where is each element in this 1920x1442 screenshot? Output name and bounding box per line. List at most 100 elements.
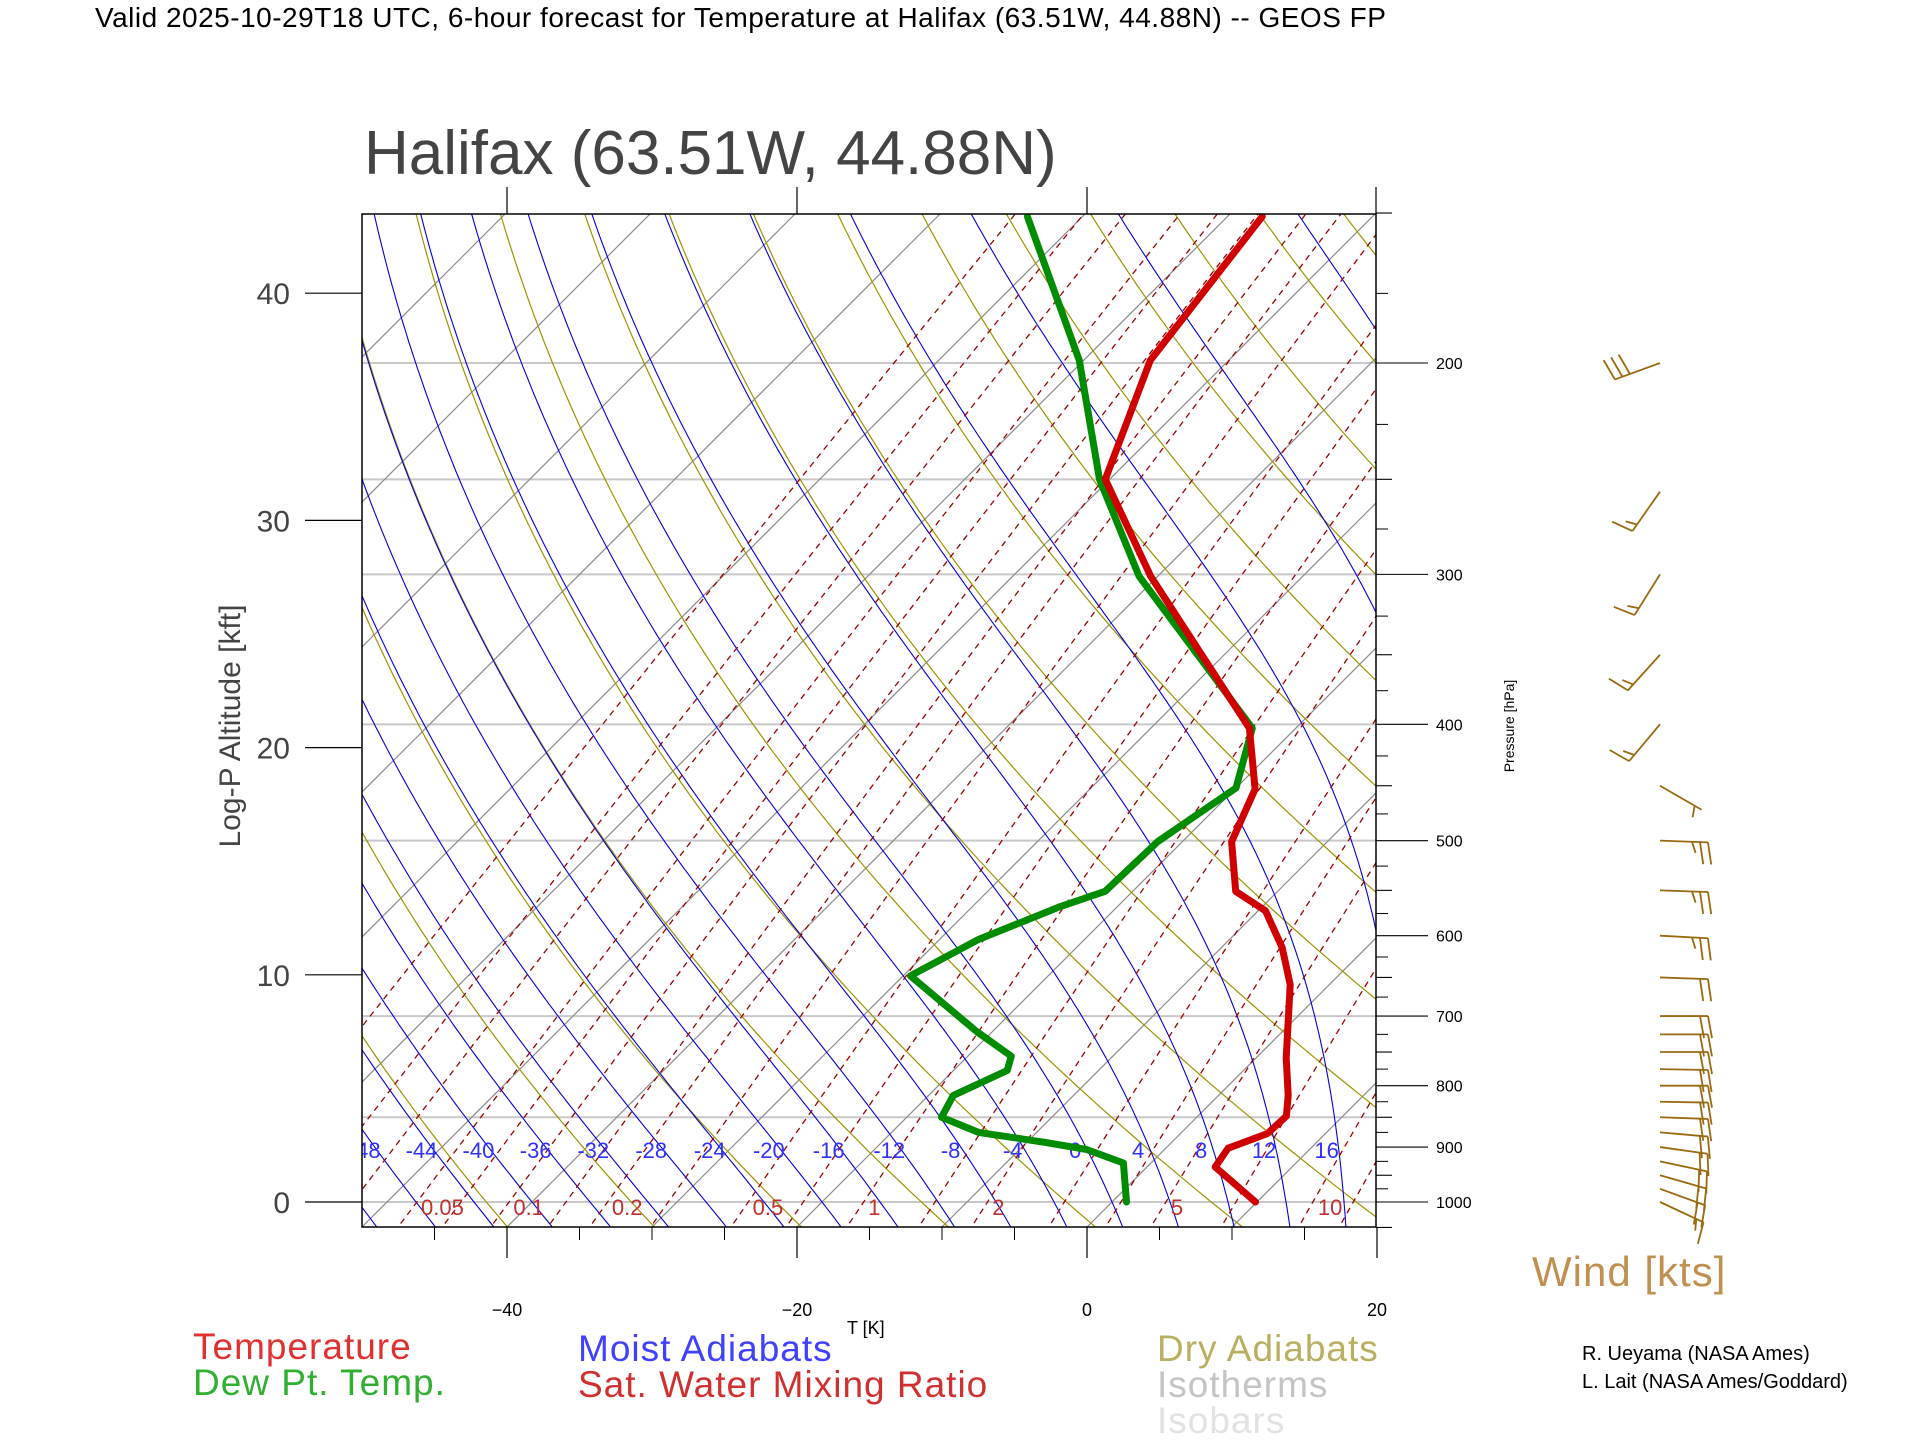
dry-adiabat-line bbox=[656, 179, 1544, 1232]
mixing-ratio-line bbox=[438, 179, 1244, 1232]
mixing-ratio-label: 0.05 bbox=[421, 1195, 464, 1220]
wind-barb bbox=[1612, 492, 1660, 531]
wind-barb bbox=[1660, 1086, 1712, 1108]
y-axis-label-right: Pressure [hPa] bbox=[1501, 680, 1517, 773]
dry-adiabat-line bbox=[1484, 179, 1920, 1232]
mixing-ratio-line bbox=[1045, 179, 1743, 1232]
barb-feather bbox=[1700, 892, 1703, 914]
mixing-ratio-line bbox=[280, 179, 1111, 1232]
dry-adiabat-line bbox=[822, 179, 1839, 1232]
pressure-tick-label: 300 bbox=[1436, 567, 1463, 584]
mixing-ratio-line bbox=[1552, 179, 1920, 1232]
moist-adiabat-label: -8 bbox=[941, 1138, 961, 1163]
dry-adiabat-line bbox=[1318, 179, 1920, 1232]
wind-label: Wind [kts] bbox=[1532, 1248, 1726, 1296]
mixing-ratio-line bbox=[329, 179, 1153, 1232]
barb-feather bbox=[1708, 938, 1711, 960]
barb-feather bbox=[1627, 606, 1638, 608]
moist-adiabat-label: 16 bbox=[1314, 1138, 1338, 1163]
mixing-ratio-label: 0.5 bbox=[753, 1195, 784, 1220]
mixing-ratio-line bbox=[586, 179, 1368, 1232]
dry-adiabat-line bbox=[0, 179, 217, 1232]
temperature-profile bbox=[1105, 217, 1290, 1203]
mixing-ratio-label: 0.2 bbox=[612, 1195, 643, 1220]
mixing-ratio-line bbox=[1387, 179, 1920, 1232]
x-axis-label: T [K] bbox=[847, 1318, 885, 1338]
mixing-ratio-line bbox=[968, 179, 1681, 1232]
barb-feather bbox=[1619, 355, 1630, 374]
barb-feather bbox=[1692, 842, 1696, 853]
barb-feather bbox=[1623, 751, 1634, 755]
barb-feather bbox=[1693, 806, 1695, 818]
moist-adiabat-line bbox=[210, 180, 728, 1228]
barb-feather bbox=[1698, 1222, 1704, 1244]
wind-barb bbox=[1660, 977, 1711, 1001]
barb-feather bbox=[1604, 360, 1615, 379]
wind-barb bbox=[1660, 936, 1711, 961]
background-lines bbox=[0, 179, 1920, 1240]
barb-feather bbox=[1708, 842, 1711, 864]
moist-adiabat-label: 8 bbox=[1195, 1138, 1207, 1163]
mixing-ratio-line bbox=[1102, 179, 1789, 1232]
mixing-ratio-line bbox=[647, 179, 1418, 1232]
legend-dewpoint: Dew Pt. Temp. bbox=[193, 1362, 446, 1404]
moist-adiabat-line bbox=[953, 180, 1402, 1228]
mixing-ratio-line bbox=[915, 179, 1637, 1232]
wind-barbs bbox=[1604, 355, 1712, 1244]
dry-adiabat-line bbox=[987, 179, 1920, 1232]
dry-adiabat-line bbox=[1897, 179, 1920, 1232]
barb-feather bbox=[1622, 680, 1633, 684]
wind-barb bbox=[1660, 890, 1711, 914]
wind-barb bbox=[1604, 355, 1660, 380]
mixing-ratio-line bbox=[783, 179, 1530, 1232]
moist-adiabat-label: -24 bbox=[694, 1138, 726, 1163]
barb-feather bbox=[1700, 979, 1703, 1001]
barb-feather bbox=[1695, 1219, 1696, 1231]
mixing-ratio-line bbox=[1148, 179, 1826, 1232]
mixing-ratio-label: 2 bbox=[992, 1195, 1004, 1220]
mixing-ratio-label: 10 bbox=[1318, 1195, 1342, 1220]
legend-isobars: Isobars bbox=[1157, 1400, 1285, 1442]
moist-adiabat-line bbox=[835, 180, 1347, 1228]
altitude-tick-label: 0 bbox=[273, 1187, 290, 1220]
mixing-ratio-line bbox=[394, 179, 1207, 1232]
pressure-tick-label: 700 bbox=[1436, 1009, 1463, 1026]
dry-adiabat-line bbox=[1814, 179, 1920, 1232]
moist-adiabat-label: -48 bbox=[349, 1138, 381, 1163]
barb-feather bbox=[1614, 607, 1635, 615]
credit-2: L. Lait (NASA Ames/Goddard) bbox=[1582, 1371, 1848, 1394]
moist-adiabat-line bbox=[3, 180, 377, 1228]
x-tick-label: 0 bbox=[1082, 1300, 1092, 1320]
moist-adiabat-label: -16 bbox=[813, 1138, 845, 1163]
moist-adiabat-label: -40 bbox=[463, 1138, 495, 1163]
moist-adiabat-line bbox=[1629, 180, 1752, 1228]
moist-adiabat-line bbox=[284, 180, 842, 1228]
moist-adiabat-line bbox=[518, 180, 1123, 1228]
moist-adiabat-label: -36 bbox=[520, 1138, 552, 1163]
barb-feather bbox=[1611, 357, 1622, 376]
isotherm-line bbox=[0, 200, 809, 1240]
pressure-tick-label: 500 bbox=[1436, 834, 1463, 851]
legend-mixing-ratio: Sat. Water Mixing Ratio bbox=[578, 1364, 988, 1406]
mixing-ratio-line bbox=[727, 179, 1484, 1232]
moist-adiabat-label: 4 bbox=[1132, 1138, 1144, 1163]
wind-barb bbox=[1614, 574, 1660, 615]
barb-feather bbox=[1692, 891, 1696, 902]
isotherm-line bbox=[0, 200, 374, 1240]
moist-adiabat-label: -12 bbox=[873, 1138, 905, 1163]
pressure-tick-label: 600 bbox=[1436, 929, 1463, 946]
moist-adiabat-line bbox=[105, 180, 554, 1228]
moist-adiabat-label: -44 bbox=[406, 1138, 438, 1163]
isotherm-line bbox=[1509, 200, 1920, 1240]
moist-adiabat-line bbox=[413, 180, 1012, 1228]
moist-adiabat-line bbox=[463, 180, 1068, 1228]
plot-title: Halifax (63.51W, 44.88N) bbox=[364, 119, 1057, 188]
dry-adiabat-line bbox=[904, 179, 1920, 1232]
x-tick-label: 20 bbox=[1367, 1300, 1387, 1320]
credit-1: R. Ueyama (NASA Ames) bbox=[1582, 1343, 1810, 1366]
mixing-ratio-line bbox=[1336, 179, 1920, 1232]
dry-adiabat-line bbox=[573, 179, 1396, 1232]
pressure-tick-label: 400 bbox=[1436, 717, 1463, 734]
dry-adiabat-line bbox=[1401, 179, 1920, 1232]
moist-adiabat-label: -20 bbox=[753, 1138, 785, 1163]
